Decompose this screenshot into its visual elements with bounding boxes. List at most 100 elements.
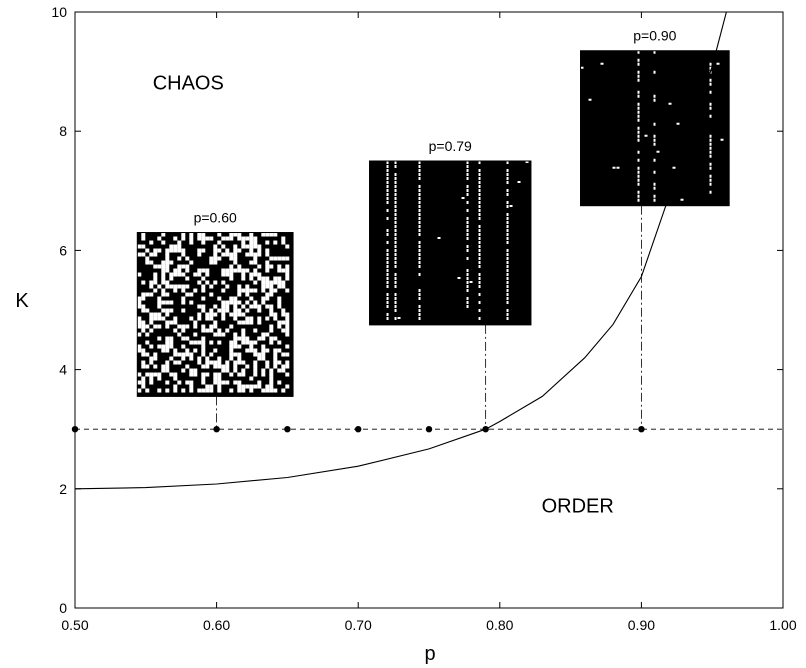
inset-cell — [418, 265, 421, 268]
inset-cell — [506, 253, 509, 256]
inset-cell — [466, 177, 469, 180]
inset-cell — [257, 380, 262, 385]
inset-cell — [253, 252, 258, 257]
ticks-layer: 0.50 0.60 0.70 0.80 0.90 1.00 0 2 4 6 8 10 — [51, 4, 796, 633]
inset-cell — [237, 236, 242, 241]
inset-cell — [273, 276, 278, 281]
y-tick-label: 0 — [59, 600, 67, 616]
inset-cell — [161, 308, 166, 313]
inset-cell — [249, 232, 254, 237]
inset-cell — [253, 372, 258, 377]
inset-cell — [185, 268, 190, 273]
inset-cell — [141, 244, 146, 249]
inset-cell — [213, 256, 218, 261]
inset-cell — [153, 316, 158, 321]
inset-cell — [225, 360, 230, 365]
inset-cell — [253, 328, 258, 333]
inset-cell — [418, 317, 421, 320]
inset-cell — [668, 102, 672, 105]
inset-cell — [237, 268, 242, 273]
inset-cell — [394, 273, 397, 276]
inset-cell — [506, 301, 509, 304]
inset-cell — [285, 360, 290, 365]
inset-cell — [201, 364, 206, 369]
inset-cell — [193, 288, 198, 293]
inset-cell — [181, 284, 186, 289]
inset-cell — [189, 260, 194, 265]
inset-cell — [213, 332, 218, 337]
inset-cell — [637, 62, 640, 66]
inset-cell — [141, 308, 146, 313]
inset-cell — [145, 248, 150, 253]
inset-cell — [201, 340, 206, 345]
inset-cell — [277, 256, 282, 261]
inset-cell — [265, 252, 270, 257]
inset-cell — [197, 280, 202, 285]
inset-cell — [637, 74, 640, 78]
inset-cell — [466, 217, 469, 220]
inset-cell — [201, 328, 206, 333]
inset-cell — [157, 388, 162, 393]
inset-cell — [189, 384, 194, 389]
inset-cell — [478, 301, 481, 304]
inset-cell — [157, 304, 162, 309]
inset-cell — [709, 66, 712, 70]
inset-cell — [149, 320, 154, 325]
inset-cell — [653, 50, 656, 54]
inset-cell — [478, 261, 481, 264]
inset-cell — [466, 237, 469, 240]
inset-cell — [466, 221, 469, 224]
inset-cell — [161, 288, 166, 293]
inset-cell — [637, 174, 640, 178]
inset-cell — [165, 340, 170, 345]
inset-cell — [201, 308, 206, 313]
inset-cell — [153, 264, 158, 269]
inset-cell — [189, 380, 194, 385]
inset-cell — [466, 209, 469, 212]
inset-cell — [506, 217, 509, 220]
inset-cell — [285, 264, 290, 269]
inset-cell — [205, 360, 210, 365]
inset-cell — [237, 320, 242, 325]
insets-layer — [136, 50, 730, 397]
inset-cell — [394, 217, 397, 220]
inset-cell — [637, 138, 640, 142]
inset-cell — [418, 249, 421, 252]
inset-cell — [181, 288, 186, 293]
inset-cell — [209, 316, 214, 321]
x-tick-label: 1.00 — [769, 617, 796, 633]
inset-cell — [217, 360, 222, 365]
inset-cell — [269, 368, 274, 373]
inset-cell — [680, 198, 684, 201]
inset-cell — [141, 292, 146, 297]
inset-cell — [229, 252, 234, 257]
inset-cell — [153, 252, 158, 257]
inset-cell — [466, 249, 469, 252]
inset-cell — [709, 134, 712, 138]
inset-cell — [189, 368, 194, 373]
inset-cell — [478, 309, 481, 312]
inset-cell — [277, 340, 282, 345]
x-tick-label: 0.90 — [628, 617, 655, 633]
inset-cell — [637, 194, 640, 198]
guide-lines-layer — [216, 205, 642, 430]
y-tick-label: 8 — [59, 123, 67, 139]
inset-cell — [478, 217, 481, 220]
inset-cell — [201, 336, 206, 341]
inset-cell — [506, 193, 509, 196]
inset-cell — [466, 285, 469, 288]
inset-cell — [249, 272, 254, 277]
inset-cell — [249, 252, 254, 257]
inset-cell — [257, 384, 262, 389]
inset-cell — [653, 170, 656, 174]
inset-cell — [394, 201, 397, 204]
inset-cell — [173, 284, 178, 289]
inset-cell — [209, 324, 214, 329]
inset-cell — [386, 317, 389, 320]
inset-cell — [253, 348, 258, 353]
inset-cell — [241, 304, 246, 309]
inset-cell — [245, 316, 250, 321]
inset-cell — [189, 352, 194, 357]
inset-cell — [209, 292, 214, 297]
